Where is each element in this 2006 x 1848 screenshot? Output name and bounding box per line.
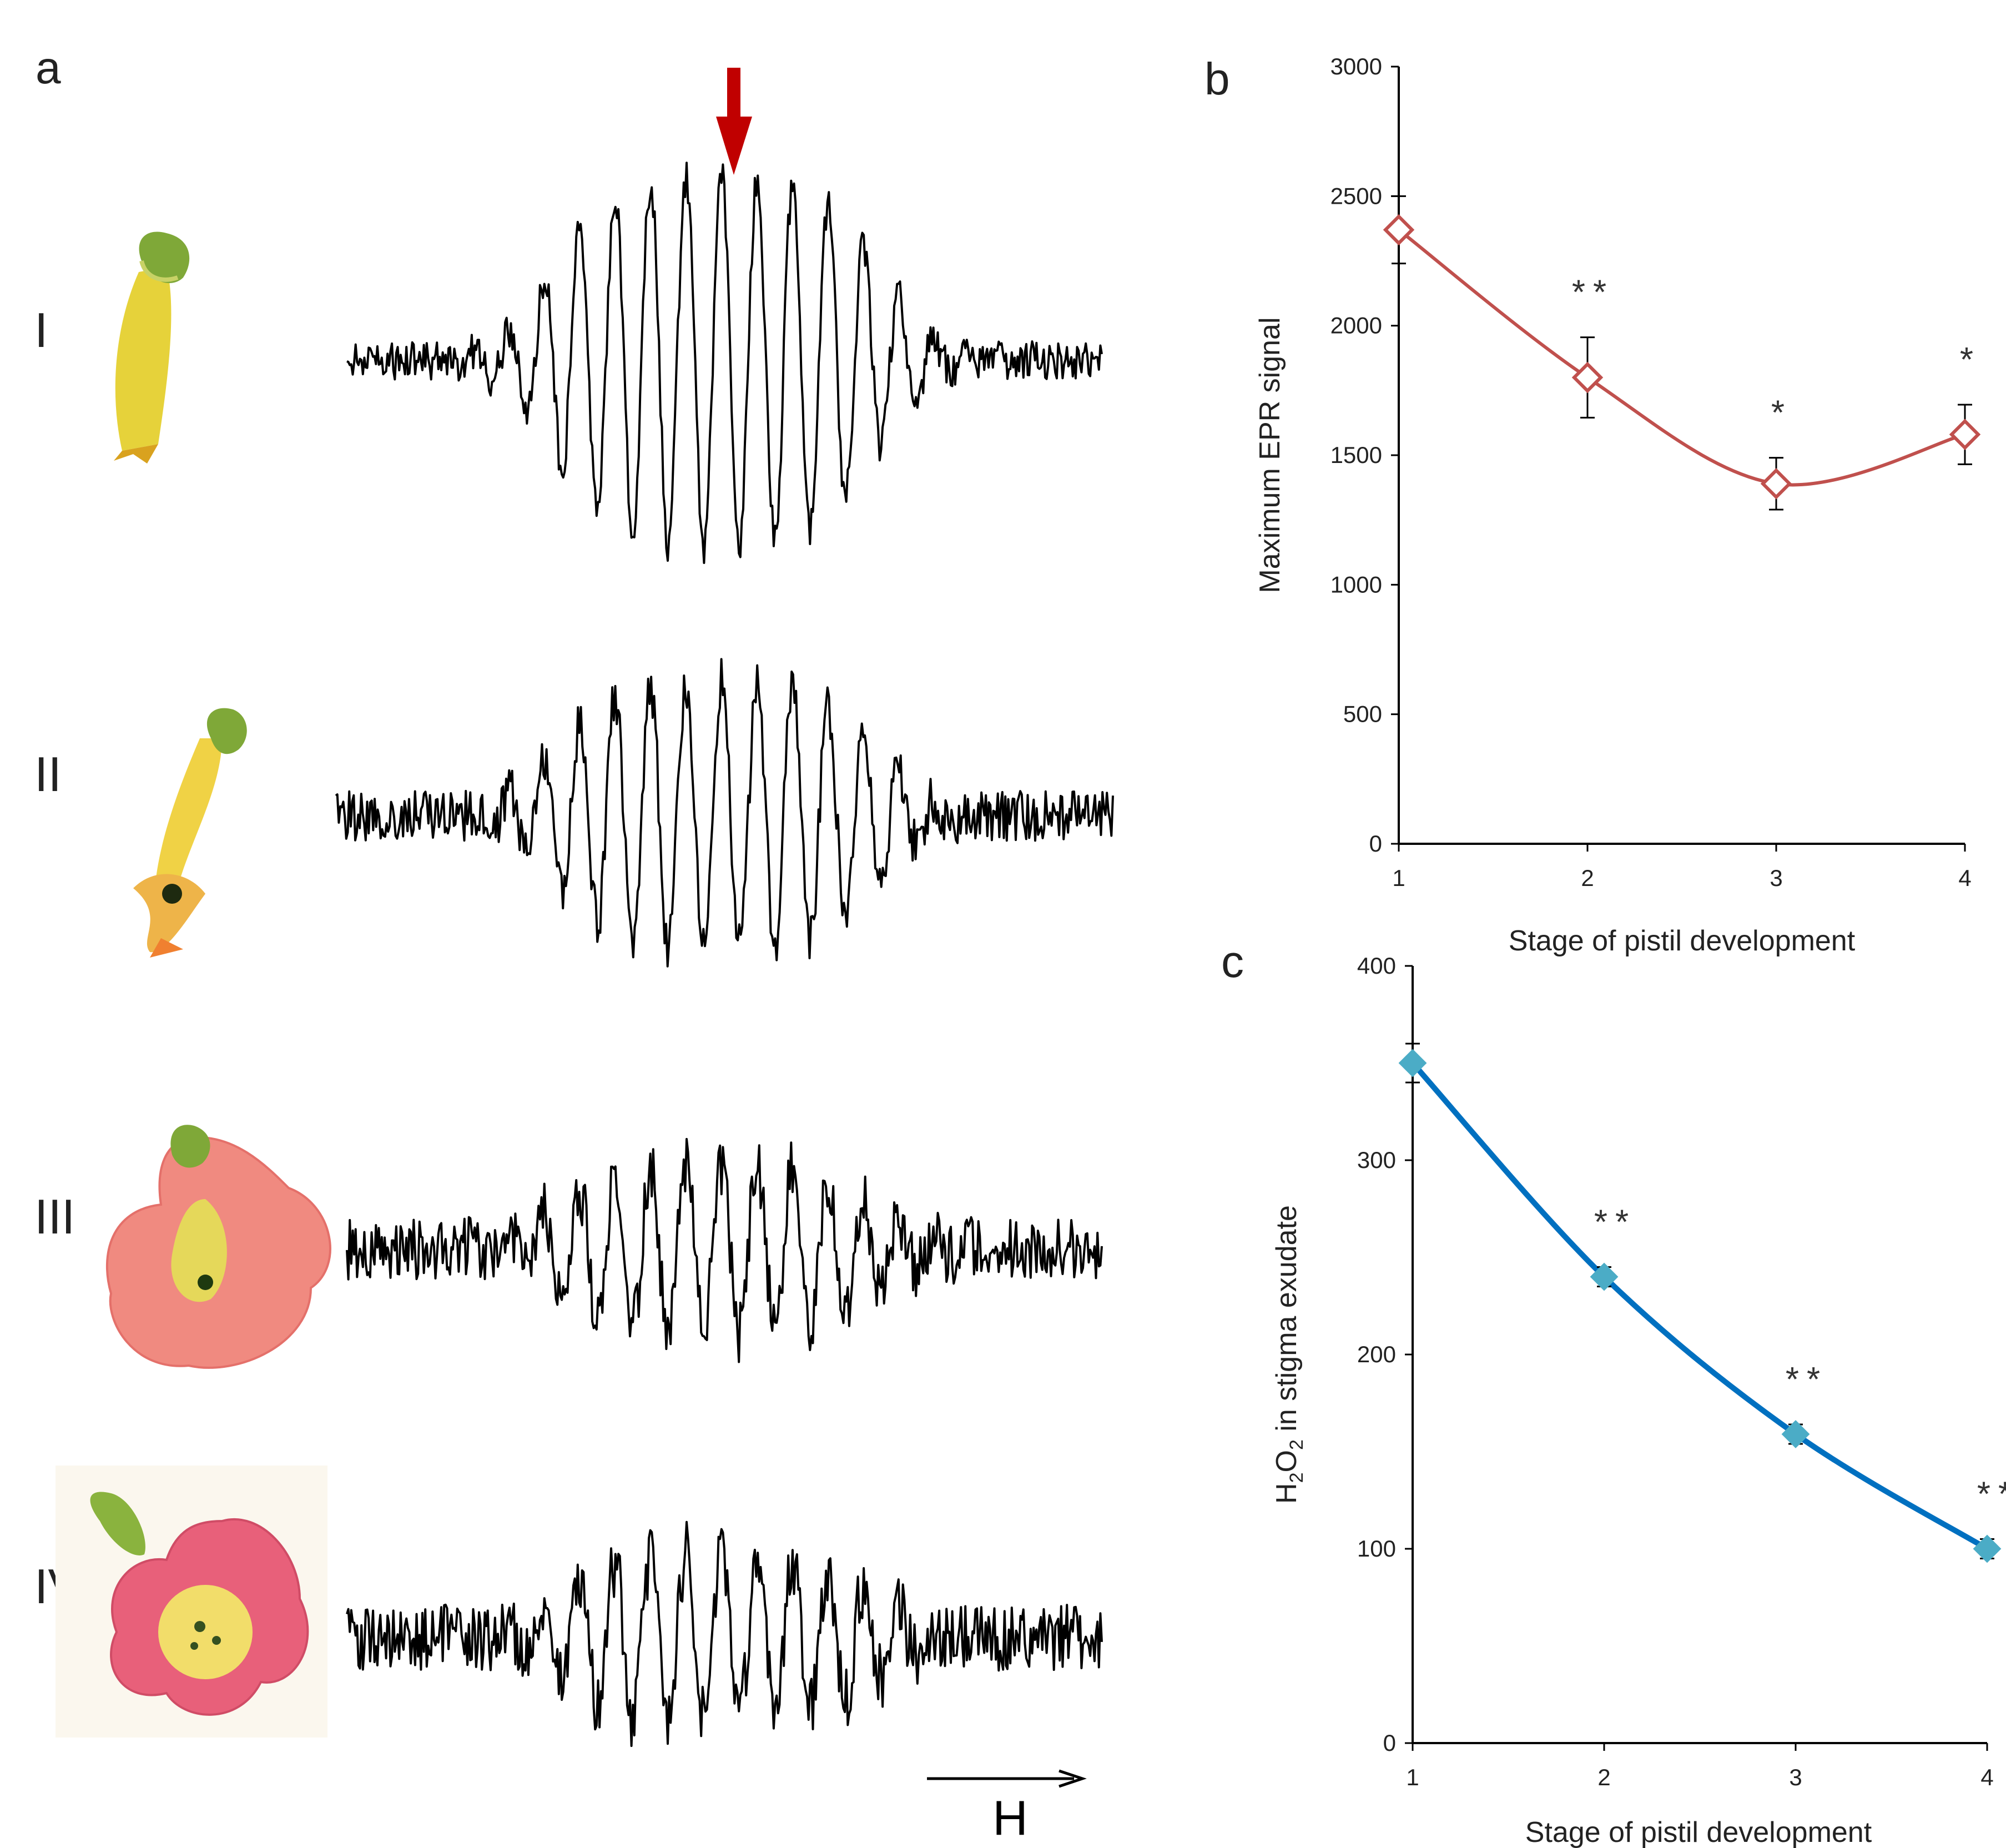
data-point (1973, 1534, 2002, 1563)
x-tick-label: 1 (1392, 865, 1405, 891)
significance-label: ** (1786, 1361, 1828, 1399)
y-tick-label: 500 (1343, 701, 1382, 727)
data-point (1590, 1262, 1619, 1291)
x-tick-label: 3 (1789, 1764, 1802, 1790)
y-axis-label-part: 2 (1286, 1439, 1307, 1450)
y-axis-label-part: 2 (1286, 1472, 1307, 1483)
red-down-arrow-icon (716, 68, 752, 175)
panel-c-letter: c (1221, 936, 1244, 987)
epr-spectrum-stage-ii (335, 658, 1114, 968)
x-tick-label: 4 (1958, 865, 1971, 891)
panel-a-letter: a (36, 43, 61, 93)
x-axis-label: Stage of pistil development (1525, 1816, 1872, 1848)
significance-label: * (1960, 341, 1981, 379)
x-tick-label: 4 (1980, 1764, 1993, 1790)
flower-image-stage-i (114, 231, 190, 464)
stage-label-iii: III (34, 1189, 75, 1244)
flower-image-stage-iii (105, 1125, 331, 1369)
y-tick-label: 200 (1357, 1341, 1396, 1367)
x-tick-label: 2 (1597, 1764, 1610, 1790)
data-point (1781, 1420, 1810, 1448)
stage-label-ii: II (34, 747, 62, 802)
panel-a: a I II III IV (34, 43, 1114, 1845)
y-tick-label: 0 (1383, 1730, 1396, 1756)
chart-c: 0 100 200 300 400 1 2 3 4 Stage of pistil develop… (1271, 953, 2006, 1848)
y-axis-label-part: H (1271, 1483, 1303, 1504)
panel-b: b 0 500 1000 1500 2000 2500 3000 1 2 3 4 Stage of p… (1204, 53, 1981, 957)
y-tick-label: 1500 (1330, 442, 1382, 468)
y-tick-label: 400 (1357, 953, 1396, 979)
y-tick-label: 300 (1357, 1147, 1396, 1173)
y-axis-label: Maximum EPR signal (1254, 317, 1286, 593)
flower-image-stage-ii (133, 708, 247, 958)
x-tick-label: 2 (1581, 865, 1594, 891)
data-point (1949, 419, 1981, 450)
y-tick-label: 2500 (1330, 183, 1382, 209)
significance-label: * (1771, 394, 1792, 432)
flower-image-stage-iv (56, 1466, 327, 1738)
y-tick-label: 0 (1369, 830, 1382, 857)
epr-spectrum-stage-iii (346, 1137, 1103, 1363)
data-point (1383, 214, 1415, 246)
epr-spectrum-stage-i (346, 162, 1103, 564)
y-tick-label: 2000 (1330, 313, 1382, 339)
panel-c: c 0 100 200 300 400 1 2 3 4 Stage of pistil devel… (1221, 936, 2006, 1848)
panel-b-letter: b (1204, 54, 1230, 104)
significance-label: ** (1977, 1476, 2006, 1514)
series-line (1398, 228, 1965, 487)
magnetic-field-axis: H (927, 1769, 1087, 1845)
x-axis-label: Stage of pistil development (1509, 925, 1856, 957)
y-tick-label: 3000 (1330, 53, 1382, 79)
y-axis-label-part: O (1271, 1450, 1303, 1472)
stage-label-i: I (34, 303, 48, 357)
series-line (1410, 1061, 1989, 1552)
significance-label: ** (1594, 1204, 1636, 1242)
epr-spectrum-stage-iv (346, 1520, 1103, 1747)
x-tick-label: 1 (1406, 1764, 1419, 1790)
y-axis-label: H2O2 in stigma exudate (1271, 1205, 1307, 1504)
y-tick-label: 100 (1357, 1535, 1396, 1562)
data-point (1760, 468, 1792, 500)
x-tick-label: 3 (1770, 865, 1782, 891)
y-tick-label: 1000 (1330, 571, 1382, 597)
chart-b: 0 500 1000 1500 2000 2500 3000 1 2 3 4 Stage of pis… (1254, 53, 1981, 957)
y-axis-label-part: in stigma exudate (1271, 1205, 1303, 1439)
significance-label: ** (1572, 274, 1614, 312)
magnetic-field-label: H (992, 1790, 1028, 1845)
data-point (1571, 361, 1604, 394)
data-point (1398, 1049, 1427, 1077)
